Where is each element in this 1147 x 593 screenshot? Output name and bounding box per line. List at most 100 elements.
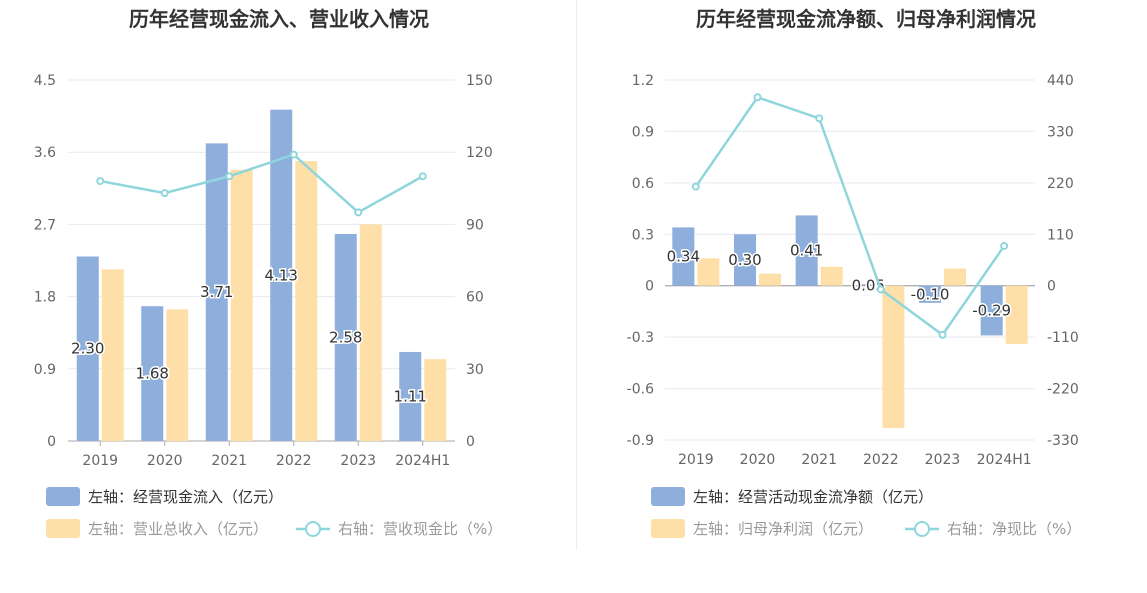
right-ratio-point xyxy=(876,285,885,294)
right-bar-secondary xyxy=(759,273,781,286)
left-legend-label-primary: 左轴：经营现金流入（亿元） xyxy=(88,488,283,506)
right-ratio-line xyxy=(694,95,1006,337)
left-left-tick-label: 2.7 xyxy=(34,217,56,233)
left-left-tick-label: 3.6 xyxy=(34,145,56,161)
right-bar-value-label: 0.34 xyxy=(667,248,700,266)
right-category-label: 2023 xyxy=(925,452,961,468)
left-bar-secondary xyxy=(166,309,189,441)
left-category-label: 2023 xyxy=(340,453,376,469)
right-right-tick-label: -330 xyxy=(1047,433,1079,449)
right-bar-primary xyxy=(734,234,756,286)
left-bar-value-label: 1.68 xyxy=(136,365,169,383)
left-category-label: 2019 xyxy=(82,453,118,469)
right-right-tick-label: 0 xyxy=(1047,279,1056,295)
right-right-tick-label: -110 xyxy=(1047,330,1079,346)
left-bar-value-label: 2.58 xyxy=(329,329,362,347)
left-bar-primary xyxy=(141,306,164,441)
right-bar-primary xyxy=(857,284,880,286)
panel-divider xyxy=(576,0,577,550)
right-chart-title: 历年经营现金流净额、归母净利润情况 xyxy=(696,7,1036,31)
right-legend-label-primary: 左轴：经营活动现金流净额（亿元） xyxy=(693,488,933,506)
right-ratio-point xyxy=(691,182,700,191)
left-right-tick-label: 30 xyxy=(466,362,484,378)
right-bar-value-label: -0.29 xyxy=(972,302,1011,320)
right-left-tick-label: 0 xyxy=(645,279,654,295)
left-bar-value-label: 2.30 xyxy=(71,340,104,358)
left-bar-secondary xyxy=(424,359,447,441)
right-left-tick-label: -0.3 xyxy=(627,330,654,346)
right-right-tick-label: 330 xyxy=(1047,124,1074,140)
right-legend-line-marker xyxy=(914,521,930,537)
left-legend-swatch-primary xyxy=(46,487,80,506)
right-bar-primary xyxy=(672,227,695,286)
chart-left-svg: 历年经营现金流入、营业收入情况 0 0.9 1.8 2.7 3.6 4.5 0 30 60 90 12… xyxy=(34,7,502,538)
right-bar-value-label: 0.41 xyxy=(790,242,823,260)
left-ratio-point xyxy=(354,208,363,217)
right-right-tick-label: -220 xyxy=(1047,382,1079,398)
left-legend-swatch-secondary xyxy=(46,519,80,538)
right-bar-secondary xyxy=(820,266,843,286)
left-left-tick-label: 4.5 xyxy=(34,73,56,89)
right-right-tick-label: 110 xyxy=(1047,227,1074,243)
right-right-tick-label: 220 xyxy=(1047,176,1074,192)
left-category-label: 2021 xyxy=(211,453,247,469)
left-legend-line-marker xyxy=(305,521,321,537)
left-ratio-point xyxy=(96,177,105,186)
right-left-tick-label: -0.6 xyxy=(627,382,654,398)
left-category-label: 2020 xyxy=(147,453,183,469)
right-ratio-point xyxy=(753,93,762,102)
chart-panel-right: 历年经营现金流净额、归母净利润情况 -0.9 -0.6 -0.3 0 0.3 0.6 0.9 1… xyxy=(577,0,1147,589)
left-legend-label-secondary: 左轴：营业总收入（亿元） xyxy=(88,520,268,538)
left-bar-primary xyxy=(205,143,228,441)
left-bar-primary xyxy=(76,256,99,441)
left-bar-secondary xyxy=(101,269,124,441)
left-right-tick-label: 0 xyxy=(466,434,475,450)
right-category-label: 2021 xyxy=(801,452,837,468)
right-left-tick-label: 0.3 xyxy=(632,227,654,243)
left-left-tick-label: 1.8 xyxy=(34,290,56,306)
chart-panel-left: 历年经营现金流入、营业收入情况 0 0.9 1.8 2.7 3.6 4.5 0 30 60 90 12… xyxy=(0,0,576,589)
right-bar-secondary xyxy=(697,258,720,286)
left-bar-secondary xyxy=(359,224,382,441)
right-left-tick-label: 0.9 xyxy=(632,124,654,140)
right-category-label: 2019 xyxy=(678,452,714,468)
right-bar-secondary xyxy=(944,268,966,286)
left-category-label: 2022 xyxy=(276,453,312,469)
left-legend-label-line: 右轴：营收现金比（%） xyxy=(338,520,502,538)
left-ratio-point xyxy=(225,172,234,181)
right-bar-value-label: -0.10 xyxy=(911,285,950,303)
left-ratio-point xyxy=(289,150,298,159)
left-bar-value-label: 4.13 xyxy=(265,266,298,284)
left-left-tick-label: 0 xyxy=(47,434,56,450)
right-category-label: 2024H1 xyxy=(977,452,1032,468)
left-bar-secondary xyxy=(230,169,253,442)
left-right-tick-label: 90 xyxy=(466,217,484,233)
right-bar-secondary xyxy=(1005,285,1028,344)
right-category-label: 2022 xyxy=(863,452,899,468)
right-bar-value-label: 0.30 xyxy=(728,251,761,269)
right-bar-secondary xyxy=(882,285,905,428)
right-ratio-point xyxy=(1000,241,1009,250)
left-ratio-line xyxy=(100,153,424,214)
left-right-tick-label: 120 xyxy=(466,145,493,161)
left-bar-primary xyxy=(270,109,293,441)
right-right-tick-label: 440 xyxy=(1047,73,1074,89)
right-left-tick-label: 0.6 xyxy=(632,176,654,192)
left-right-tick-label: 60 xyxy=(466,290,484,306)
left-ratio-point xyxy=(418,172,427,181)
left-bar-value-label: 1.11 xyxy=(394,387,427,405)
right-ratio-point xyxy=(815,114,824,123)
left-left-tick-label: 0.9 xyxy=(34,362,56,378)
right-ratio-point xyxy=(938,330,947,339)
left-right-tick-label: 150 xyxy=(466,73,493,89)
right-legend-label-secondary: 左轴：归母净利润（亿元） xyxy=(693,520,873,538)
left-bar-value-label: 3.71 xyxy=(200,283,233,301)
left-chart-title: 历年经营现金流入、营业收入情况 xyxy=(129,7,429,31)
right-bar-primary xyxy=(980,285,1003,336)
right-bar-primary xyxy=(795,215,818,286)
right-legend-swatch-secondary xyxy=(651,519,685,538)
left-bar-secondary xyxy=(295,161,318,441)
right-category-label: 2020 xyxy=(740,452,776,468)
right-legend-label-line: 右轴：净现比（%） xyxy=(947,520,1081,538)
left-bar-primary xyxy=(399,351,422,441)
